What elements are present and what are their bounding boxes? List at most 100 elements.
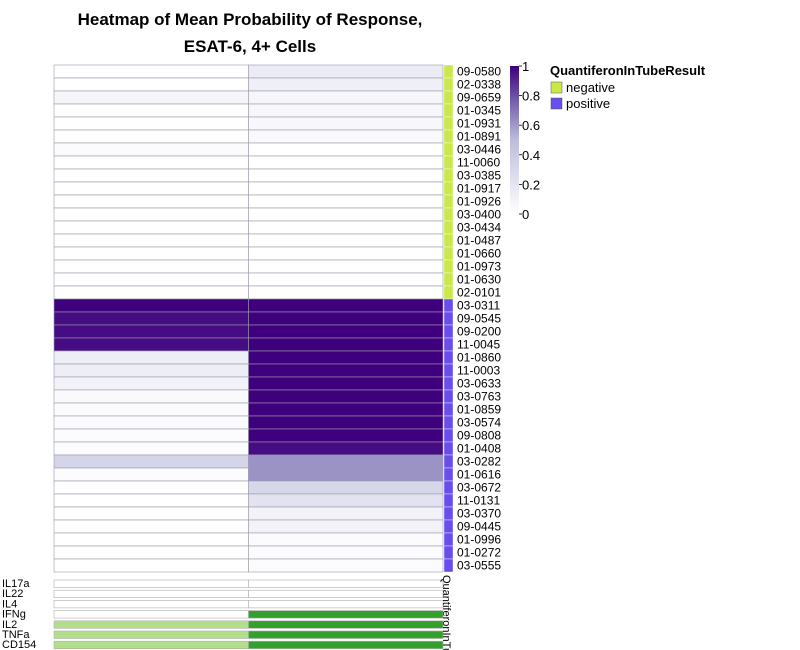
heat-cell <box>248 116 444 131</box>
heat-cell <box>248 181 444 196</box>
heat-cell <box>248 311 444 326</box>
annotation-cell <box>443 532 454 547</box>
heat-cell <box>248 376 444 391</box>
heat-cell <box>53 389 249 404</box>
cytokine-cell <box>53 640 249 650</box>
annotation-cell <box>443 285 454 300</box>
annotation-cell <box>443 506 454 521</box>
annotation-cell <box>443 441 454 456</box>
row-label: 01-0917 <box>457 182 501 196</box>
cytokine-cell <box>53 600 249 609</box>
row-label: 03-0633 <box>457 377 501 391</box>
heat-cell <box>53 259 249 274</box>
annotation-cell <box>443 103 454 118</box>
row-label: 11-0045 <box>457 338 500 352</box>
annotation-cell <box>443 129 454 144</box>
heat-cell <box>248 194 444 209</box>
heat-cell <box>248 441 444 456</box>
annotation-cell <box>443 116 454 131</box>
annotation-cell <box>443 363 454 378</box>
cytokine-cell <box>53 579 249 588</box>
heat-cell <box>53 77 249 92</box>
heat-cell <box>248 168 444 183</box>
cytokine-label: TNFa <box>2 629 30 641</box>
heat-cell <box>53 337 249 352</box>
annotation-cell <box>443 324 454 339</box>
colorbar-tick-label: 0.2 <box>522 177 540 192</box>
row-label: 09-0808 <box>457 429 501 443</box>
cytokine-cell <box>53 589 249 599</box>
heat-cell <box>248 389 444 404</box>
heat-cell <box>53 311 249 326</box>
heat-cell <box>248 155 444 170</box>
row-label: 09-0200 <box>457 325 501 339</box>
heat-cell <box>53 103 249 118</box>
row-label: 03-0672 <box>457 481 501 495</box>
annotation-cell <box>443 246 454 261</box>
row-label: 01-0616 <box>457 468 501 482</box>
heat-cell <box>53 454 249 469</box>
heat-cell <box>248 259 444 274</box>
heat-cell <box>248 363 444 378</box>
row-label: 03-0763 <box>457 390 501 404</box>
heatmap-cells <box>53 64 444 573</box>
heat-cell <box>248 233 444 248</box>
heat-cell <box>53 402 249 417</box>
row-label: 09-0445 <box>457 520 501 534</box>
heat-cell <box>53 207 249 222</box>
legend-label-positive: positive <box>566 96 610 111</box>
heat-cell <box>53 519 249 534</box>
legend-label-negative: negative <box>566 80 615 95</box>
legend-swatch-negative <box>550 81 563 94</box>
heat-cell <box>248 220 444 235</box>
cytokine-cell <box>53 620 249 629</box>
cytokine-cell <box>53 610 249 619</box>
annotation-cell <box>443 142 454 157</box>
heat-cell <box>248 532 444 547</box>
heat-cell <box>248 324 444 339</box>
heat-cell <box>53 350 249 365</box>
cytokine-label: IL17a <box>2 578 30 590</box>
title-line-1: Heatmap of Mean Probability of Response, <box>77 10 423 29</box>
heat-cell <box>248 285 444 300</box>
heat-cell <box>248 337 444 352</box>
annotation-cell <box>443 259 454 274</box>
annotation-cell <box>443 64 454 79</box>
heat-cell <box>248 493 444 508</box>
cytokine-cell <box>248 589 444 599</box>
heat-cell <box>248 558 444 573</box>
heat-cell <box>53 532 249 547</box>
heat-cell <box>53 142 249 157</box>
row-label: 11-0003 <box>457 364 500 378</box>
row-label: 01-0660 <box>457 247 501 261</box>
heat-cell <box>53 285 249 300</box>
heat-cell <box>248 350 444 365</box>
row-label: 03-0370 <box>457 507 501 521</box>
colorbar-tick-label: 0.4 <box>522 148 540 163</box>
annotation-cell <box>443 428 454 443</box>
heat-cell <box>53 220 249 235</box>
annotation-cell <box>443 376 454 391</box>
heat-cell <box>248 90 444 105</box>
legend-title: QuantiferonInTubeResult <box>550 63 706 78</box>
heat-cell <box>53 116 249 131</box>
colorbar-tick-label: 0.6 <box>522 118 540 133</box>
heat-cell <box>248 454 444 469</box>
annotation-cell <box>443 194 454 209</box>
colorbar-gradient <box>510 66 519 214</box>
heat-cell <box>53 246 249 261</box>
annotation-cell <box>443 480 454 495</box>
row-label: 01-0630 <box>457 273 501 287</box>
heat-cell <box>53 64 249 79</box>
heat-cell <box>248 402 444 417</box>
heat-cell <box>248 246 444 261</box>
row-label: 01-0860 <box>457 351 501 365</box>
heat-cell <box>248 103 444 118</box>
cytokine-cell <box>248 579 444 588</box>
chart-title: Heatmap of Mean Probability of Response,… <box>20 6 480 60</box>
cytokine-label: IFNg <box>2 609 26 621</box>
heat-cell <box>53 272 249 287</box>
annotation-cell <box>443 207 454 222</box>
